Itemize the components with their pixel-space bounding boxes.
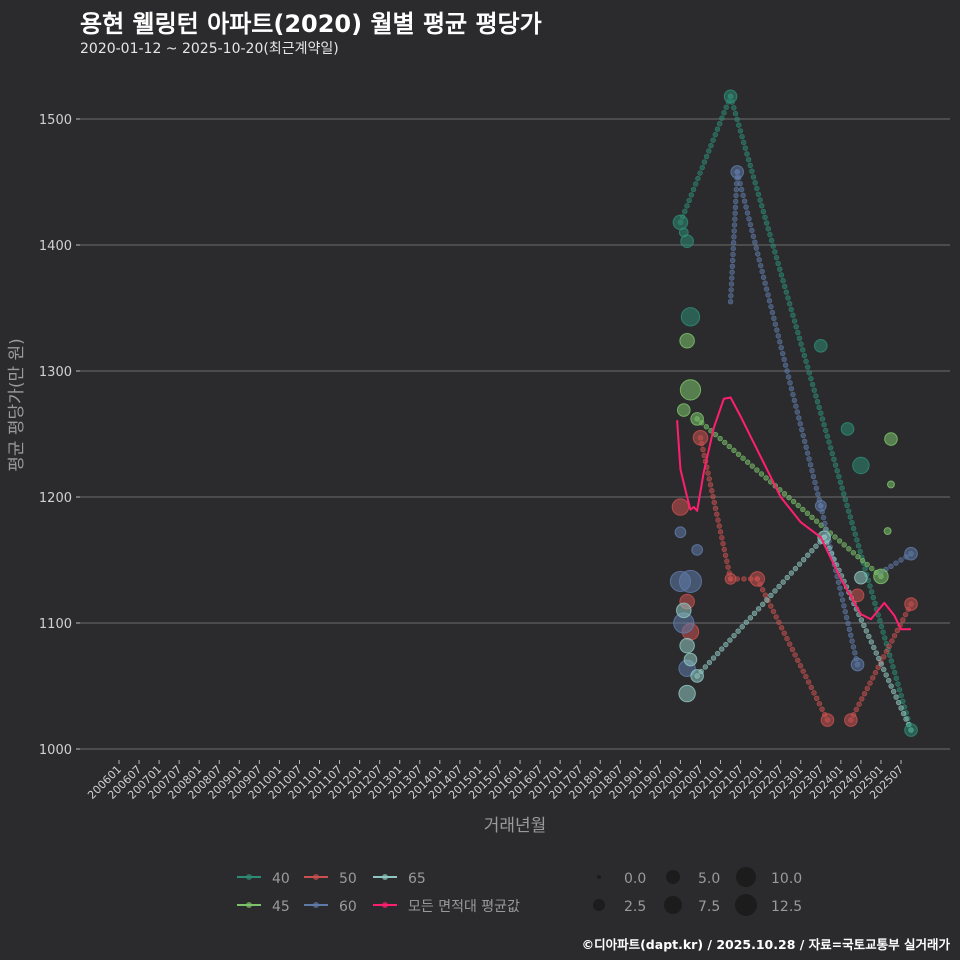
data-point xyxy=(883,527,892,535)
size-legend-key xyxy=(666,870,680,884)
y-tick-label: 1300 xyxy=(39,365,72,380)
size-legend-key xyxy=(593,899,605,911)
y-axis-title: 평균 평당가(만 원) xyxy=(7,338,27,472)
data-point xyxy=(854,570,868,585)
data-point xyxy=(691,544,703,556)
data-point xyxy=(840,422,855,436)
data-point xyxy=(679,379,702,401)
size-legend-key xyxy=(735,894,757,916)
average-line xyxy=(676,396,912,631)
data-point xyxy=(671,498,690,516)
y-tick-label: 1000 xyxy=(39,743,72,758)
data-point xyxy=(887,480,895,489)
size-legend-key xyxy=(736,867,756,887)
size-legend-label: 7.5 xyxy=(698,899,720,915)
y-tick-label: 1200 xyxy=(39,491,72,506)
data-point xyxy=(679,333,695,349)
data-point xyxy=(692,430,709,446)
data-point xyxy=(820,713,835,727)
data-point xyxy=(813,339,828,353)
data-point xyxy=(749,571,766,587)
data-point xyxy=(679,637,695,654)
data-point xyxy=(672,214,689,231)
y-tick-label: 1100 xyxy=(39,617,72,632)
data-point xyxy=(724,573,737,585)
data-point xyxy=(852,456,870,475)
data-point xyxy=(884,432,898,446)
data-point xyxy=(690,669,704,683)
data-point xyxy=(904,546,918,561)
data-point xyxy=(730,165,745,179)
data-point xyxy=(690,412,704,426)
y-tick-label: 1500 xyxy=(39,113,72,128)
legend-label: 60 xyxy=(339,899,357,915)
chart-subtitle: 2020-01-12 ~ 2025-10-20(최근계약일) xyxy=(80,41,339,57)
size-legend-label: 2.5 xyxy=(624,899,646,915)
data-point xyxy=(904,597,918,611)
data-point xyxy=(674,526,687,539)
chart-title: 용현 웰링턴 아파트(2020) 월별 평균 평당가 xyxy=(80,10,542,38)
legend-label: 65 xyxy=(408,871,426,887)
data-point xyxy=(676,403,691,417)
legend-label: 45 xyxy=(272,899,290,915)
data-point xyxy=(680,307,701,327)
data-point xyxy=(904,723,918,737)
size-legend-label: 10.0 xyxy=(771,871,802,887)
y-tick-label: 1400 xyxy=(39,239,72,254)
data-point xyxy=(873,568,889,585)
size-legend-key xyxy=(597,875,601,879)
x-axis-title: 거래년월 xyxy=(484,816,547,836)
data-point xyxy=(678,684,696,703)
source-caption: ©디아파트(dapt.kr) / 2025.10.28 / 자료=국토교통부 실… xyxy=(581,937,950,952)
data-point xyxy=(844,713,858,727)
size-legend-key xyxy=(664,896,682,914)
size-legend-label: 0.0 xyxy=(624,871,646,887)
data-point xyxy=(680,234,694,249)
data-point xyxy=(678,569,703,593)
legend-label: 모든 면적대 평균값 xyxy=(408,899,520,915)
size-legend-label: 12.5 xyxy=(771,899,802,915)
data-layer xyxy=(669,89,918,737)
size-legend-label: 5.0 xyxy=(698,871,720,887)
legend-label: 40 xyxy=(272,871,290,887)
data-point xyxy=(676,602,692,619)
data-point xyxy=(850,657,865,672)
data-point xyxy=(683,652,698,667)
data-point xyxy=(723,89,738,104)
legend-label: 50 xyxy=(339,871,357,887)
legend: 40 50 65 45 60 모든 면적대 평균값 0.0 5.0 10.0 2.5 7.5 12.5 xyxy=(237,867,802,916)
data-point xyxy=(814,499,827,512)
